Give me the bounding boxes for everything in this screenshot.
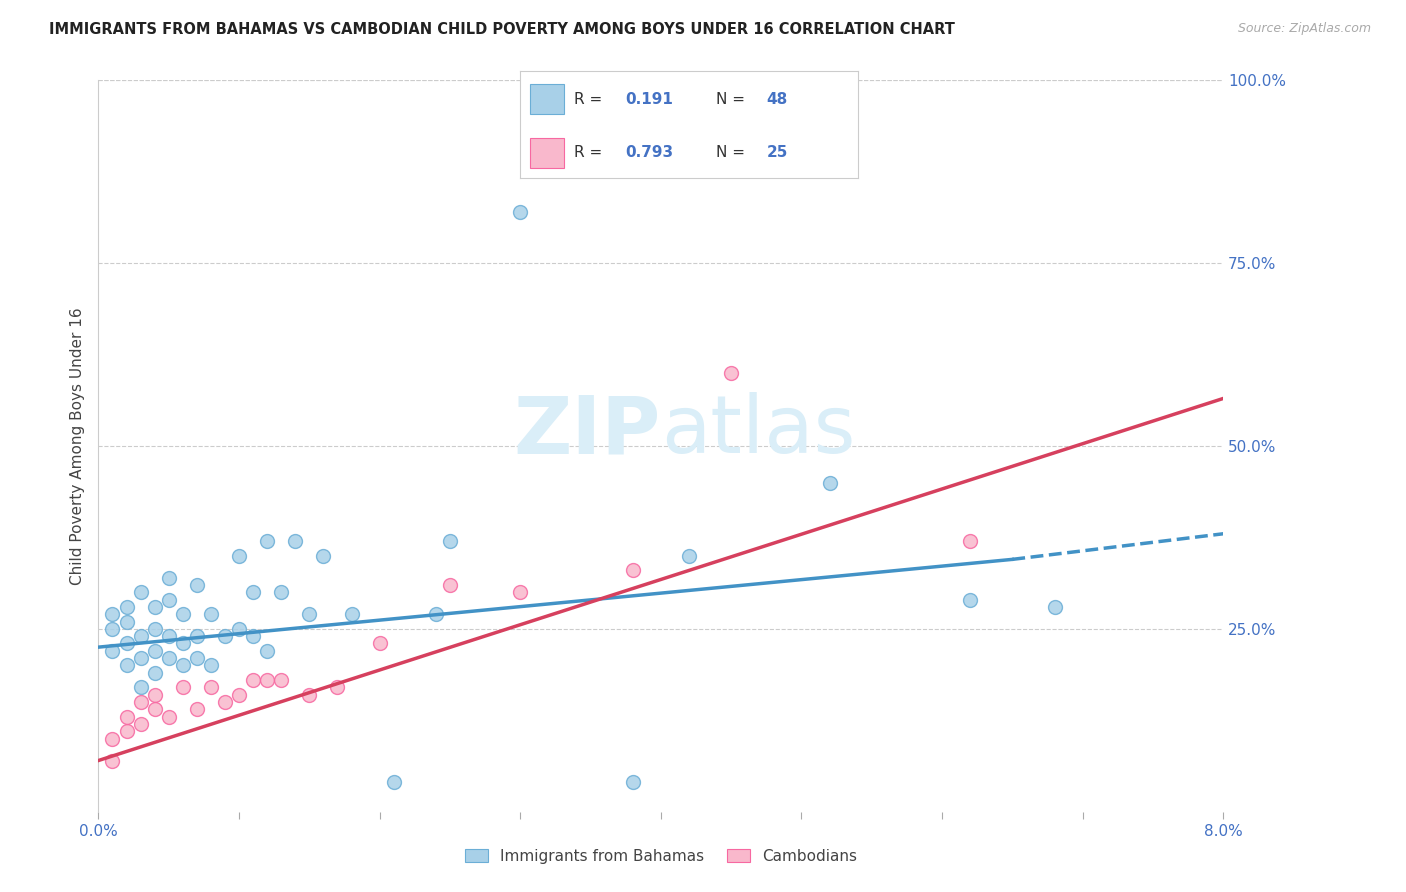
Point (256, 673, 278, 687)
Point (368, 636, 391, 650)
Text: R =: R = (574, 92, 607, 107)
Point (115, 615, 138, 629)
Point (242, 673, 264, 687)
Point (157, 709, 180, 723)
Point (186, 629, 208, 643)
Point (439, 534, 461, 549)
Point (157, 629, 180, 643)
Point (186, 578, 208, 592)
Point (509, 585, 531, 599)
Point (312, 549, 335, 563)
Point (143, 665, 166, 680)
Point (298, 688, 321, 702)
Point (720, 366, 742, 380)
Point (129, 629, 152, 643)
Point (425, 607, 447, 622)
Point (172, 681, 194, 695)
Point (186, 651, 208, 665)
Point (101, 607, 124, 622)
Point (228, 688, 250, 702)
Point (621, 775, 644, 789)
Point (509, 205, 531, 219)
Point (129, 585, 152, 599)
Legend: Immigrants from Bahamas, Cambodians: Immigrants from Bahamas, Cambodians (458, 843, 863, 870)
Point (143, 644, 166, 658)
Point (256, 534, 278, 549)
Text: 48: 48 (766, 92, 787, 107)
Point (340, 607, 363, 622)
Text: 0.191: 0.191 (624, 92, 672, 107)
Point (200, 658, 222, 673)
Text: 25: 25 (766, 145, 787, 161)
Point (157, 571, 180, 585)
Point (242, 585, 264, 599)
Point (228, 549, 250, 563)
Point (228, 622, 250, 636)
Point (101, 754, 124, 768)
Point (129, 651, 152, 665)
Point (115, 709, 138, 723)
Point (186, 702, 208, 716)
Point (439, 578, 461, 592)
Text: R =: R = (574, 145, 607, 161)
Point (959, 592, 981, 607)
Point (256, 644, 278, 658)
Text: IMMIGRANTS FROM BAHAMAS VS CAMBODIAN CHILD POVERTY AMONG BOYS UNDER 16 CORRELATI: IMMIGRANTS FROM BAHAMAS VS CAMBODIAN CHI… (49, 22, 955, 37)
Point (214, 629, 236, 643)
Y-axis label: Child Poverty Among Boys Under 16: Child Poverty Among Boys Under 16 (69, 307, 84, 585)
Point (143, 688, 166, 702)
Point (270, 673, 292, 687)
Text: N =: N = (716, 92, 749, 107)
Point (1043, 599, 1066, 614)
Point (115, 724, 138, 739)
Point (143, 702, 166, 716)
Point (101, 644, 124, 658)
Text: 0.793: 0.793 (624, 145, 673, 161)
Point (115, 636, 138, 650)
Text: N =: N = (716, 145, 749, 161)
Text: ZIP: ZIP (513, 392, 661, 470)
Point (678, 549, 700, 563)
Point (129, 681, 152, 695)
Point (621, 563, 644, 577)
FancyBboxPatch shape (530, 84, 564, 114)
Point (143, 599, 166, 614)
Point (129, 695, 152, 709)
Point (172, 636, 194, 650)
Point (214, 695, 236, 709)
Point (101, 731, 124, 746)
Point (115, 599, 138, 614)
Point (382, 775, 405, 789)
Point (143, 622, 166, 636)
Text: Source: ZipAtlas.com: Source: ZipAtlas.com (1237, 22, 1371, 36)
Point (284, 534, 307, 549)
Point (959, 534, 981, 549)
Point (115, 658, 138, 673)
Point (172, 658, 194, 673)
Point (326, 681, 349, 695)
Point (101, 622, 124, 636)
Point (200, 681, 222, 695)
Point (242, 629, 264, 643)
Text: atlas: atlas (661, 392, 855, 470)
Point (200, 607, 222, 622)
Point (157, 651, 180, 665)
Point (172, 607, 194, 622)
Point (270, 585, 292, 599)
Point (129, 717, 152, 731)
FancyBboxPatch shape (530, 137, 564, 168)
Point (298, 607, 321, 622)
Point (818, 475, 841, 490)
Point (157, 592, 180, 607)
